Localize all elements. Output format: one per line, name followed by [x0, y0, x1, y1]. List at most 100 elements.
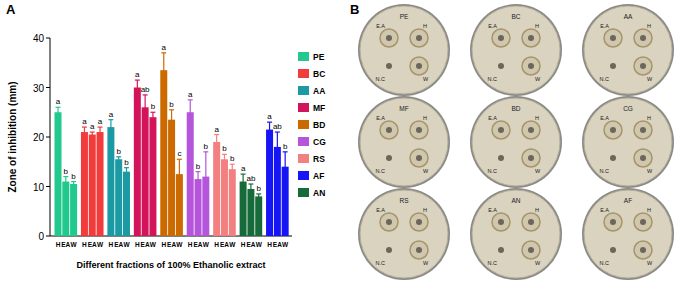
x-tick-label: EA	[273, 241, 282, 248]
legend-swatch	[298, 120, 309, 129]
dish-rim	[470, 96, 562, 188]
x-tick-label: W	[150, 241, 157, 248]
well	[416, 127, 422, 133]
error-bar	[214, 135, 219, 150]
significance-letter: a	[98, 117, 103, 126]
significance-letter: a	[188, 90, 193, 99]
well	[640, 219, 646, 225]
well-label: N.C	[600, 168, 610, 174]
significance-letter: b	[151, 102, 156, 111]
x-tick-label: H	[188, 241, 193, 248]
error-bar	[150, 112, 155, 122]
bars	[55, 53, 289, 236]
legend-label: CG	[313, 137, 326, 147]
bar	[81, 132, 88, 236]
inhibition-zone	[380, 29, 398, 47]
inhibition-zone	[522, 149, 540, 167]
petri-dish	[582, 96, 674, 188]
inhibition-zone	[634, 213, 652, 231]
inhibition-zone	[522, 213, 540, 231]
inhibition-zone	[604, 121, 622, 139]
well	[386, 219, 392, 225]
bar	[195, 179, 202, 236]
dish-label: BD	[511, 105, 520, 112]
x-tick-label: EA	[61, 241, 70, 248]
significance-letter: c	[177, 149, 181, 158]
bar	[89, 135, 96, 236]
figure: A010203040Zone of inhibition (mm)Differe…	[0, 0, 685, 282]
x-tick-label: EA	[88, 241, 97, 248]
significance-letter: ab	[273, 122, 282, 131]
bar	[187, 112, 194, 236]
well	[610, 35, 616, 41]
x-tick-label: H	[214, 241, 219, 248]
well-label: E.A	[488, 115, 497, 121]
significance-letter: a	[109, 110, 114, 119]
x-tick-label: EA	[141, 241, 150, 248]
dish-agar	[584, 6, 672, 94]
significance-letter: b	[116, 147, 121, 156]
x-tick-label: H	[109, 241, 114, 248]
x-tick-label: EA	[194, 241, 203, 248]
significance-letter: b	[196, 162, 201, 171]
legend-label: PE	[313, 52, 325, 62]
dish-agar	[472, 6, 560, 94]
well-label: H	[535, 115, 539, 121]
x-tick-label: W	[229, 241, 236, 248]
well	[416, 155, 422, 161]
legend-label: AA	[313, 86, 325, 96]
y-tick	[46, 38, 50, 39]
bar	[115, 159, 122, 236]
x-tick-label: W	[282, 241, 289, 248]
bar	[107, 127, 114, 236]
dish-label: PE	[400, 13, 409, 20]
inhibition-zone	[492, 121, 510, 139]
well	[386, 35, 392, 41]
dish-label: AF	[624, 197, 632, 204]
petri-dish	[358, 96, 450, 188]
well-label: W	[647, 168, 653, 174]
well	[498, 219, 504, 225]
well-label: E.A	[488, 23, 497, 29]
well-label: N.C	[376, 168, 386, 174]
error-bar	[56, 107, 61, 117]
x-tick-label: EA	[220, 241, 229, 248]
well-label: N.C	[488, 76, 498, 82]
inhibition-zone	[634, 57, 652, 75]
petri-dish	[358, 188, 450, 280]
significance-letter: a	[56, 97, 61, 106]
error-bar	[90, 132, 95, 137]
inhibition-zone	[634, 241, 652, 259]
inhibition-zone	[522, 241, 540, 259]
error-bar	[71, 182, 76, 187]
well	[640, 63, 646, 69]
error-bar	[275, 132, 280, 162]
error-bar	[230, 164, 235, 174]
well	[640, 35, 646, 41]
well	[498, 155, 504, 161]
well	[498, 247, 504, 253]
dish-label: AA	[624, 13, 633, 20]
error-bar	[256, 194, 261, 199]
dish-agar	[584, 98, 672, 186]
well	[610, 247, 616, 253]
well-label: N.C	[488, 168, 498, 174]
dish-agar	[360, 190, 448, 278]
bar	[149, 117, 156, 236]
y-tick-label: 10	[33, 182, 45, 193]
well	[528, 155, 534, 161]
error-bar	[161, 53, 166, 88]
significance-letter: a	[267, 112, 272, 121]
well	[640, 247, 646, 253]
dish-rim	[470, 4, 562, 96]
y-tick-label: 30	[33, 83, 45, 94]
well-label: H	[647, 207, 651, 213]
error-bar	[116, 157, 121, 162]
inhibition-zone	[522, 121, 540, 139]
error-bar	[124, 168, 129, 176]
well	[528, 63, 534, 69]
bar	[229, 169, 236, 236]
legend-swatch	[298, 171, 309, 180]
legend-swatch	[298, 137, 309, 146]
x-tick-label: H	[241, 241, 246, 248]
